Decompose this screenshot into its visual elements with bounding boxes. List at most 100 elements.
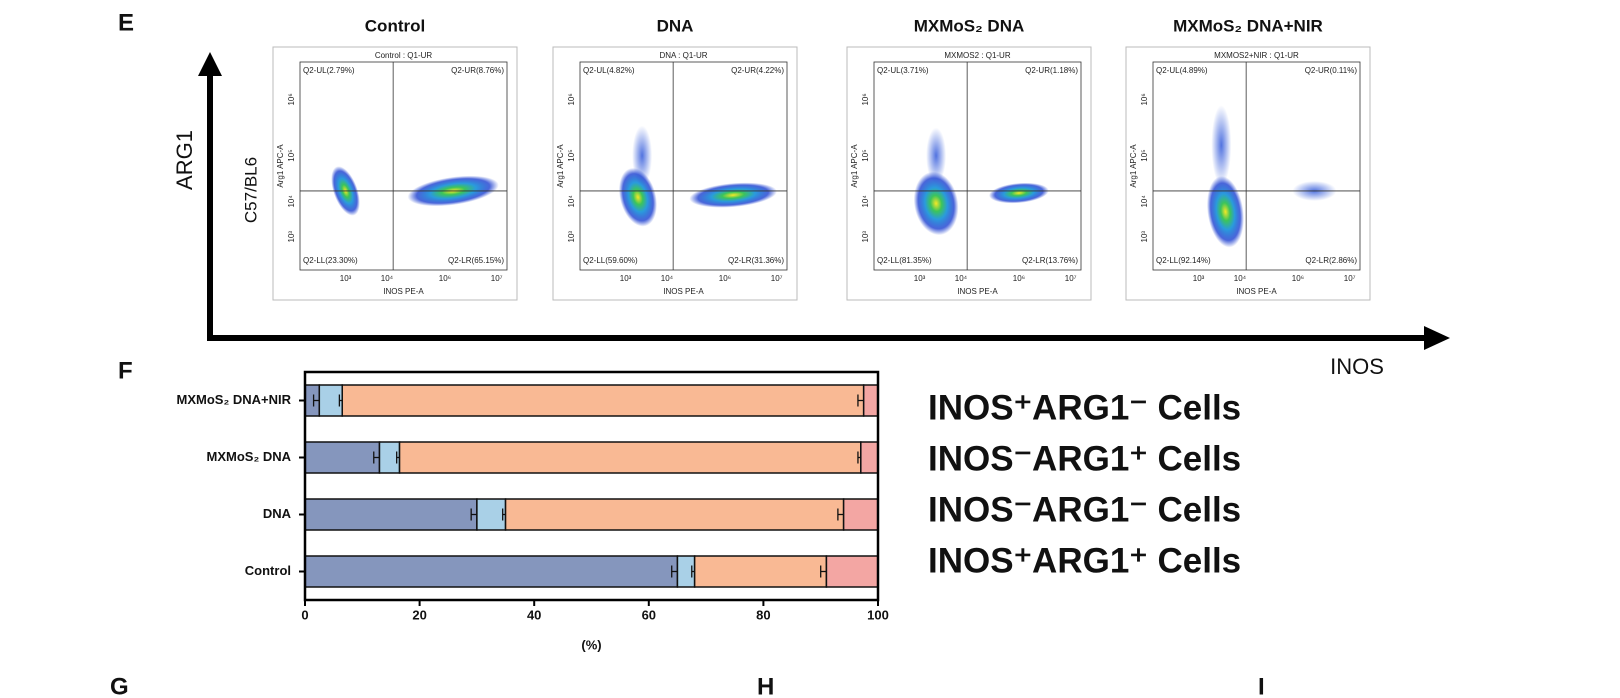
x-tick-label: 100 [867, 607, 889, 622]
y-tick-label: 10³ [287, 231, 296, 243]
bar-segment [842, 498, 879, 531]
density [689, 182, 778, 208]
quadrant-label: Q2-UL(2.79%) [303, 66, 355, 75]
plot-area [873, 61, 1082, 271]
flow-plot: Control Control : Q1-UR Q2-UL(2.79%) Q2-UR(… [272, 16, 518, 301]
x-tick-label: 20 [412, 607, 426, 622]
x-tick-label: 10⁴ [381, 274, 394, 283]
panel-label: H [757, 673, 774, 698]
quadrant-label: Q2-UL(4.89%) [1156, 66, 1208, 75]
bar-segment [862, 384, 879, 417]
quadrant-label: Q2-UR(0.11%) [1305, 66, 1358, 75]
panel-label: I [1258, 673, 1265, 698]
x-tick-label: 10³ [340, 274, 352, 283]
x-tick-label: 10⁷ [491, 274, 503, 283]
x-tick-label: 10⁶ [1292, 274, 1304, 283]
category-label: DNA [263, 506, 292, 521]
x-tick-label: 0 [301, 607, 308, 622]
x-axis-label: INOS PE-A [1236, 287, 1277, 296]
category-label: MXMoS₂ DNA [207, 449, 292, 464]
y-tick-label: 10⁵ [1140, 149, 1149, 161]
y-axis-label: Arg1 APC-A [276, 144, 285, 188]
plot-frame [552, 46, 798, 301]
y-tick-label: 10⁴ [567, 195, 576, 208]
legend-entry: INOS⁺ARG1⁻ Cells [928, 388, 1241, 427]
y-tick-label: 10³ [567, 231, 576, 243]
bar-segment [825, 555, 879, 588]
x-tick-label: 10⁴ [1234, 274, 1247, 283]
bar-segment [304, 498, 478, 531]
quadrant-label: Q2-LL(23.30%) [303, 256, 358, 265]
category-label: MXMoS₂ DNA+NIR [177, 392, 292, 407]
density [618, 167, 658, 227]
plot-title: Control [365, 16, 425, 35]
quadrant-label: Q2-LR(13.76%) [1022, 256, 1078, 265]
x-tick-label: 10⁶ [719, 274, 731, 283]
plot-frame [846, 46, 1092, 301]
gate-label: DNA : Q1-UR [659, 51, 707, 60]
x-tick-label: 10⁴ [661, 274, 674, 283]
density [926, 127, 947, 184]
x-tick-label: 80 [756, 607, 770, 622]
quadrant-label: Q2-UR(1.18%) [1025, 66, 1078, 75]
plot-frame [272, 46, 518, 301]
arrow-label: ARG1 [172, 130, 197, 190]
x-axis-label: (%) [581, 637, 601, 652]
bar-segment [693, 555, 828, 588]
bar-segment [504, 498, 845, 531]
flow-plot: DNA DNA : Q1-UR Q2-UL(4.82%) Q2-UR(4.22%) Q2… [552, 16, 798, 301]
panel-label: E [118, 9, 134, 36]
x-tick-label: 10⁶ [439, 274, 451, 283]
x-tick-label: 10⁷ [1065, 274, 1077, 283]
category-label: Control [245, 563, 291, 578]
arrow-head [1424, 326, 1450, 350]
x-tick-label: 10⁷ [1344, 274, 1356, 283]
bar-segment [304, 441, 381, 474]
y-tick-label: 10⁵ [567, 149, 576, 161]
density [1211, 105, 1232, 186]
strain-label: C57/BL6 [241, 157, 260, 223]
legend-entry: INOS⁻ARG1⁻ Cells [928, 490, 1241, 529]
quadrant-label: Q2-LL(59.60%) [583, 256, 638, 265]
x-tick-label: 10⁶ [1013, 274, 1025, 283]
plot-frame [303, 370, 880, 602]
y-tick-label: 10⁴ [861, 195, 870, 208]
y-tick-label: 10³ [1140, 231, 1149, 243]
density [913, 171, 959, 236]
x-axis-label: INOS PE-A [957, 287, 998, 296]
flow-plot: MXMoS₂ DNA MXMOS2 : Q1-UR Q2-UL(3.71%) Q2-U… [846, 16, 1092, 301]
bar-segment [398, 441, 862, 474]
bar-segment [860, 441, 879, 474]
y-tick-label: 10⁶ [861, 93, 870, 105]
density [1206, 176, 1244, 248]
y-tick-label: 10⁵ [287, 149, 296, 161]
x-axis-label: INOS PE-A [663, 287, 704, 296]
plot-area [299, 61, 508, 271]
quadrant-label: Q2-LL(92.14%) [1156, 256, 1211, 265]
density [989, 182, 1049, 204]
quadrant-label: Q2-UL(3.71%) [877, 66, 929, 75]
bar-segment [476, 498, 507, 531]
x-tick-label: 60 [642, 607, 656, 622]
y-axis-label: Arg1 APC-A [1129, 144, 1138, 188]
x-tick-label: 10³ [620, 274, 632, 283]
y-tick-label: 10³ [861, 231, 870, 243]
quadrant-label: Q2-UL(4.82%) [583, 66, 635, 75]
gate-label: MXMOS2+NIR : Q1-UR [1214, 51, 1299, 60]
y-axis-label: Arg1 APC-A [850, 144, 859, 188]
x-tick-label: 10⁷ [771, 274, 783, 283]
quadrant-label: Q2-UR(4.22%) [731, 66, 784, 75]
y-tick-label: 10⁵ [861, 149, 870, 161]
quadrant-label: Q2-LR(65.15%) [448, 256, 504, 265]
x-axis-label: INOS PE-A [383, 287, 424, 296]
x-tick-label: 40 [527, 607, 541, 622]
legend-entry: INOS⁻ARG1⁺ Cells [928, 439, 1241, 478]
y-tick-label: 10⁶ [287, 93, 296, 105]
plot-title: MXMoS₂ DNA+NIR [1173, 16, 1323, 35]
y-tick-label: 10⁶ [567, 93, 576, 105]
flow-plots: Control Control : Q1-UR Q2-UL(2.79%) Q2-UR(… [272, 16, 1371, 301]
plot-frame [1125, 46, 1371, 301]
arrow-head [198, 52, 222, 76]
x-tick-label: 10³ [1193, 274, 1205, 283]
